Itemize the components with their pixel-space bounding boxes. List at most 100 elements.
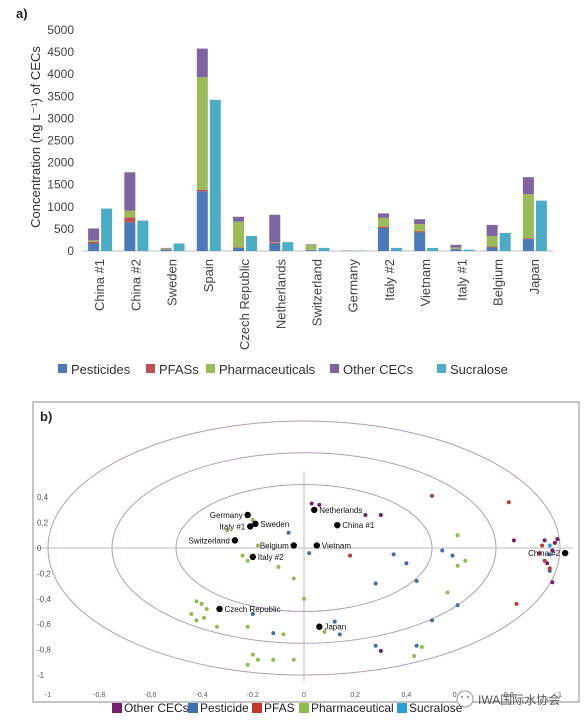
variable-point [332,619,337,624]
variable-point [271,631,276,636]
sample-label: Italy #2 [258,553,284,562]
bar-chart-legend: Pesticides PFASs Pharmaceuticals Other CECs… [58,362,508,377]
bar-chart-x-tick-label: Italy #1 [454,259,469,301]
scatter-chart-legend-swatch [252,703,262,713]
sample-label: Japan [324,623,346,632]
scatter-chart-legend-swatch [112,703,122,713]
scatter-chart-legend-label: PFAS [264,701,295,715]
bar-chart-y-tick-label: 1500 [47,178,74,192]
bar-chart-x-tick-label: Vietnam [418,259,433,306]
variable-point [245,558,250,563]
variable-point [202,615,207,620]
bar-chart-x-tick-label: Germany [346,259,361,313]
bar-chart-x-tick-label: Switzerland [310,259,325,326]
wechat-icon [456,690,474,708]
variable-point [450,553,455,558]
variable-point [404,561,409,566]
variable-point [545,561,550,566]
bar-segment [124,222,136,251]
bar-segment [414,231,426,233]
scatter-chart-y-tick-label: -0,8 [37,646,51,655]
bar-chart-y-tick-label: 3500 [47,89,74,103]
variable-point [414,643,419,648]
sample-point [247,523,254,530]
variable-point [414,579,419,584]
bar-sucralose [427,247,439,251]
sample-label: Italy #1 [219,522,245,531]
scatter-chart-x-tick-label: 1 [558,692,562,699]
variable-point [552,540,557,545]
panel-b-label: b) [40,409,52,424]
variable-point [225,528,230,533]
bar-segment [486,235,498,247]
bar-segment [522,177,534,194]
scatter-chart-x-tick-label: 0,8 [504,692,514,699]
bar-segment [450,244,462,248]
bar-segment [377,213,389,218]
variable-point [307,551,312,556]
bar-chart-y-tick-label: 2500 [47,134,74,148]
scatter-chart-legend-label: Sucralose [409,701,463,715]
variable-point [199,601,204,606]
scatter-chart-legend-swatch [188,703,198,713]
sample-label: China #1 [342,521,375,530]
variable-point [542,558,547,563]
bar-chart-legend-label: Other CECs [343,362,414,377]
variable-point [378,648,383,653]
variable-point [250,612,255,617]
bar-chart-y-tick-label: 5000 [47,23,74,37]
bar-segment [414,224,426,232]
bar-chart-legend-swatch [437,364,446,373]
bar-segment [377,228,389,251]
scatter-chart-x-tick-label: -0,2 [247,692,259,699]
scatter-chart-y-tick-label: 0,2 [37,519,49,528]
bar-segment [88,228,100,241]
bar-segment [233,216,245,222]
scatter-chart-y-tick-label: -0,6 [37,620,51,629]
bar-sucralose [173,243,185,251]
variable-point [463,558,468,563]
bar-segment [450,247,462,249]
variable-point [240,553,245,558]
variable-point [412,653,417,658]
watermark-text: IWA国际水协会 [478,692,560,707]
bar-chart-bars [88,48,547,251]
bar-chart-y-tick-label: 2000 [47,156,74,170]
variable-point [245,662,250,667]
bar-segment [414,232,426,251]
bar-chart-legend-swatch [146,364,155,373]
bar-chart-legend-label: PFASs [159,362,199,377]
bar-chart-legend-label: Sucralose [450,362,508,377]
bar-segment [486,246,498,248]
scatter-chart-legend-swatch [299,703,309,713]
bar-chart-legend-label: Pesticides [71,362,131,377]
variable-point [317,502,322,507]
variable-point [391,552,396,557]
sample-point [313,542,320,549]
variable-point [194,618,199,623]
bar-sucralose [246,235,258,251]
variable-point [455,533,460,538]
bar-segment [160,249,172,251]
scatter-chart-x-tick-label: 0 [302,692,306,699]
variable-point [281,632,286,637]
variable-point [309,501,314,506]
bar-segment [124,210,136,218]
bar-chart-legend-swatch [330,364,339,373]
bar-chart-x-tick-label: China #2 [128,259,143,311]
scatter-chart-y-tick-label: -0,2 [37,569,51,578]
scatter-chart-x-tick-label: -0,4 [196,692,208,699]
scatter-chart-legend: Other CECs Pesticide PFAS Pharmaceutical Suc… [112,701,463,715]
sample-point [334,521,341,529]
bar-chart-x-tick-label: Italy #2 [382,259,397,301]
bar-segment [196,48,208,78]
scatter-chart-legend-swatch [397,703,407,713]
scatter-chart-legend-label: Other CECs [124,701,189,715]
bar-segment [486,247,498,251]
variable-point [514,601,519,606]
bar-segment [377,226,389,229]
variable-point [302,596,306,601]
variable-point [250,652,255,657]
bar-segment [233,247,245,251]
